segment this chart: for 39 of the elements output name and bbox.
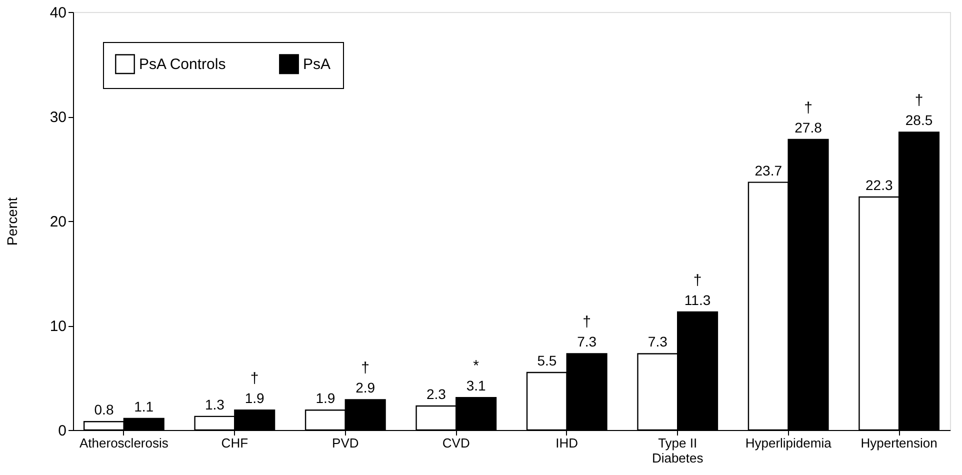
data-label: 1.9: [316, 390, 336, 406]
x-tick-label: Type II Diabetes: [652, 436, 704, 466]
y-tick-label: 40: [50, 4, 66, 22]
y-tick-label: 30: [50, 109, 66, 126]
y-tick-label: 0: [58, 422, 66, 440]
annotation: †: [250, 370, 259, 388]
x-tick-label: Hypertension: [860, 436, 938, 450]
x-tick-label: Atherosclerosis: [80, 436, 169, 450]
data-label: 1.1: [134, 398, 154, 415]
annotation: †: [693, 272, 702, 289]
data-label: 1.3: [205, 396, 225, 412]
annotation: †: [914, 92, 924, 110]
annotation: †: [361, 360, 370, 377]
annotation: *: [473, 358, 480, 375]
data-label: 3.1: [466, 378, 486, 394]
data-label: 7.3: [577, 334, 597, 350]
data-label: 22.3: [866, 176, 893, 193]
y-axis-title: Percent: [4, 197, 20, 246]
y-tick-label: 20: [50, 214, 66, 230]
y-tick-label: 10: [50, 318, 66, 335]
data-label: 27.8: [794, 119, 822, 136]
data-label: 5.5: [537, 352, 557, 369]
data-label: 2.3: [426, 386, 446, 402]
data-label: 1.9: [244, 390, 265, 406]
legend-label: PsA Controls: [139, 56, 226, 74]
data-label: 2.9: [356, 380, 376, 396]
legend-label: PsA: [303, 56, 331, 74]
x-tick-label: CVD: [442, 436, 470, 450]
x-tick-label: IHD: [556, 436, 578, 450]
data-label: 0.8: [94, 402, 114, 418]
data-label: 28.5: [905, 112, 933, 128]
annotation: †: [582, 314, 591, 331]
x-tick-label: Hyperlipidemia: [745, 436, 832, 450]
data-label: 7.3: [648, 334, 668, 350]
data-label: 23.7: [754, 162, 782, 178]
x-tick-label: CHF: [221, 436, 248, 450]
data-label: 11.3: [684, 292, 711, 308]
x-tick-label: PVD: [332, 436, 359, 450]
annotation: †: [804, 99, 812, 116]
